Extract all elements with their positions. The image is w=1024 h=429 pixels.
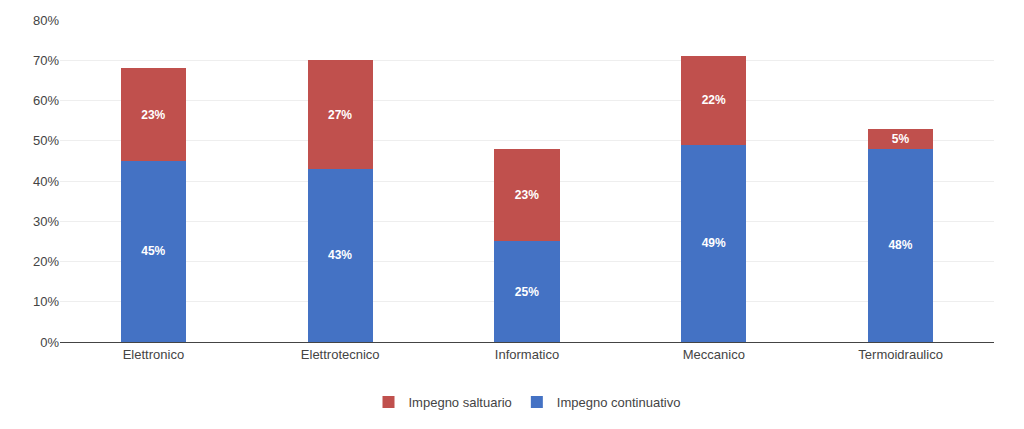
svg-text:22%: 22% bbox=[702, 93, 726, 107]
svg-text:Elettronico: Elettronico bbox=[123, 347, 184, 362]
svg-text:Impegno continuativo: Impegno continuativo bbox=[557, 395, 681, 410]
svg-text:70%: 70% bbox=[33, 53, 59, 68]
svg-text:20%: 20% bbox=[33, 254, 59, 269]
svg-text:43%: 43% bbox=[328, 248, 352, 262]
svg-text:Elettrotecnico: Elettrotecnico bbox=[301, 347, 380, 362]
svg-text:48%: 48% bbox=[888, 238, 912, 252]
svg-text:Meccanico: Meccanico bbox=[683, 347, 745, 362]
svg-text:10%: 10% bbox=[33, 294, 59, 309]
svg-text:60%: 60% bbox=[33, 93, 59, 108]
svg-text:49%: 49% bbox=[702, 236, 726, 250]
svg-text:27%: 27% bbox=[328, 108, 352, 122]
svg-text:80%: 80% bbox=[33, 13, 59, 28]
svg-text:40%: 40% bbox=[33, 174, 59, 189]
svg-text:23%: 23% bbox=[515, 188, 539, 202]
svg-text:0%: 0% bbox=[40, 335, 59, 350]
svg-text:23%: 23% bbox=[141, 108, 165, 122]
svg-text:5%: 5% bbox=[892, 132, 910, 146]
svg-text:Informatico: Informatico bbox=[495, 347, 559, 362]
svg-text:30%: 30% bbox=[33, 214, 59, 229]
svg-text:25%: 25% bbox=[515, 285, 539, 299]
svg-text:45%: 45% bbox=[141, 244, 165, 258]
svg-text:50%: 50% bbox=[33, 133, 59, 148]
svg-text:Termoidraulico: Termoidraulico bbox=[858, 347, 943, 362]
svg-text:Impegno saltuario: Impegno saltuario bbox=[409, 395, 512, 410]
